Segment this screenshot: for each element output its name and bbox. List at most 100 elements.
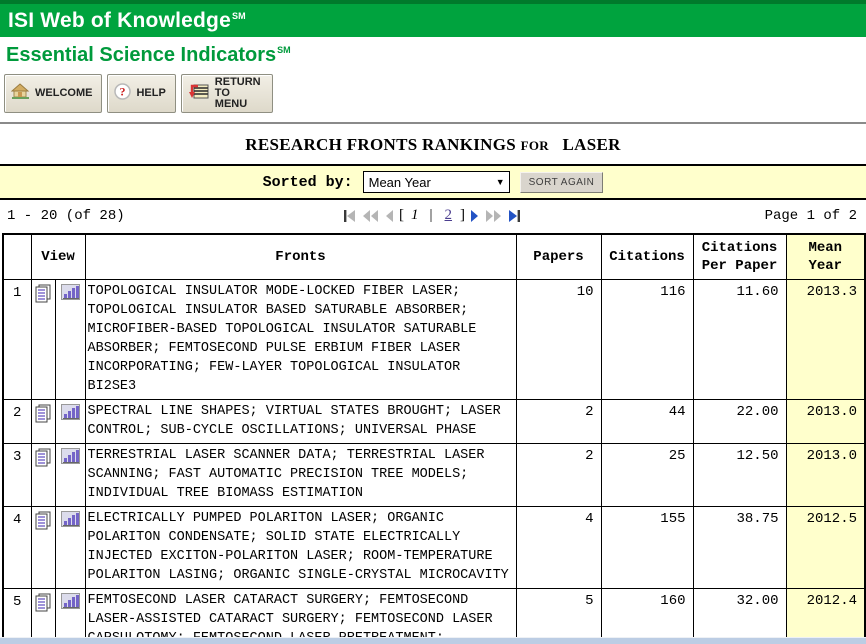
header-divider <box>0 122 866 124</box>
welcome-button[interactable]: WELCOME <box>4 74 103 113</box>
view-papers-link[interactable] <box>30 398 56 444</box>
header-toolbar: WELCOME ? HELP RETURN TO MENU <box>0 67 866 122</box>
page-2-link[interactable]: 2 <box>444 207 453 223</box>
page-title: RESEARCH FRONTS RANKINGS FOR LASER <box>245 135 621 154</box>
view-papers-link[interactable] <box>30 278 56 400</box>
fronts-cell: TOPOLOGICAL INSULATOR MODE-LOCKED FIBER … <box>84 278 517 400</box>
rank-cell: 5 <box>2 587 32 644</box>
svg-text:?: ? <box>120 84 126 98</box>
welcome-button-label: WELCOME <box>35 87 93 99</box>
papers-cell: 10 <box>515 278 602 400</box>
service-mark: SM <box>277 45 291 56</box>
product-title: Essential Science IndicatorsSM <box>6 44 291 66</box>
rank-cell: 3 <box>2 442 32 507</box>
page-list-bracket-close: ] <box>460 207 466 223</box>
document-list-icon <box>35 284 51 308</box>
home-icon <box>10 83 30 104</box>
citations-per-paper-cell: 11.60 <box>692 278 787 400</box>
document-list-icon <box>35 511 51 535</box>
document-list-icon <box>35 448 51 472</box>
bar-chart-icon <box>60 510 80 532</box>
sort-bar: Sorted by: Mean Year ▼ SORT AGAIN <box>0 164 866 200</box>
view-chart-link[interactable] <box>54 398 86 444</box>
papers-cell: 2 <box>515 442 602 507</box>
page-list-bracket-open: [ <box>399 207 404 223</box>
table-row: 1 TOPOLOGICAL INSULATOR MODE-LOCKED FIBE… <box>2 278 866 400</box>
sorted-by-label: Sorted by: <box>262 173 353 191</box>
document-list-icon <box>35 593 51 617</box>
citations-cell: 116 <box>600 278 694 400</box>
pager-controls: [ 1 | 2 ] <box>342 207 522 224</box>
fronts-cell: ELECTRICALLY PUMPED POLARITON LASER; ORG… <box>84 505 517 589</box>
rank-cell: 4 <box>2 505 32 589</box>
help-button[interactable]: ? HELP <box>107 74 176 113</box>
mean-year-cell: 2013.3 <box>785 278 866 400</box>
papers-cell: 2 <box>515 398 602 444</box>
sort-field-dropdown[interactable]: Mean Year ▼ <box>362 171 510 193</box>
brand-title: ISI Web of KnowledgeSM <box>8 8 246 32</box>
table-row: 2 SPECTRAL LINE SHAPES; VIRTUAL STATES B… <box>2 398 866 444</box>
citations-cell: 155 <box>600 505 694 589</box>
fast-forward-icon[interactable] <box>485 209 502 223</box>
citations-per-paper-cell: 32.00 <box>692 587 787 644</box>
view-chart-link[interactable] <box>54 278 86 400</box>
next-page-icon[interactable] <box>470 209 480 223</box>
mean-year-cell: 2013.0 <box>785 398 866 444</box>
first-page-icon[interactable] <box>342 209 357 223</box>
bar-chart-icon <box>60 592 80 614</box>
page-info-text: Page 1 of 2 <box>764 207 858 224</box>
current-page-number: 1 <box>411 207 419 223</box>
pagination-bar: 1 - 20 (of 28) [ 1 | 2 ] Page 1 of 2 <box>0 200 866 231</box>
fronts-cell: SPECTRAL LINE SHAPES; VIRTUAL STATES BRO… <box>84 398 517 444</box>
view-papers-link[interactable] <box>30 505 56 589</box>
page-title-search-term: LASER <box>562 135 621 154</box>
brand-banner: ISI Web of KnowledgeSM <box>0 4 866 37</box>
return-to-menu-button[interactable]: RETURN TO MENU <box>180 74 273 113</box>
citations-per-paper-cell: 22.00 <box>692 398 787 444</box>
document-list-icon <box>35 404 51 428</box>
papers-column-header: Papers <box>515 233 602 280</box>
rank-column-header <box>2 233 32 280</box>
table-header-row: View Fronts Papers Citations Citations Pe… <box>2 233 866 280</box>
view-column-header: View <box>30 233 86 280</box>
table-row: 5 FEMTOSECOND LASER CATARACT SURGERY; FE… <box>2 587 866 644</box>
citations-column-header: Citations <box>600 233 694 280</box>
menu-list-icon <box>188 82 210 105</box>
citations-per-paper-column-header: Citations Per Paper <box>692 233 787 280</box>
page-list-separator: | <box>429 207 433 223</box>
mean-year-cell: 2013.0 <box>785 442 866 507</box>
last-page-icon[interactable] <box>507 209 522 223</box>
view-papers-link[interactable] <box>30 587 56 644</box>
view-chart-link[interactable] <box>54 587 86 644</box>
mean-year-column-header: Mean Year <box>785 233 866 280</box>
return-to-menu-button-label: RETURN TO MENU <box>214 76 261 110</box>
service-mark: SM <box>231 10 246 21</box>
sort-again-button[interactable]: SORT AGAIN <box>519 171 604 193</box>
results-range-text: 1 - 20 (of 28) <box>7 207 125 224</box>
fronts-cell: FEMTOSECOND LASER CATARACT SURGERY; FEMT… <box>84 587 517 644</box>
citations-cell: 44 <box>600 398 694 444</box>
fast-previous-icon[interactable] <box>362 209 379 223</box>
mean-year-cell: 2012.5 <box>785 505 866 589</box>
previous-page-icon[interactable] <box>384 209 394 223</box>
papers-cell: 5 <box>515 587 602 644</box>
rank-cell: 1 <box>2 278 32 400</box>
citations-per-paper-cell: 38.75 <box>692 505 787 589</box>
view-chart-link[interactable] <box>54 505 86 589</box>
bar-chart-icon <box>60 283 80 305</box>
top-accent-strip <box>0 0 866 4</box>
fronts-cell: TERRESTRIAL LASER SCANNER DATA; TERRESTR… <box>84 442 517 507</box>
fronts-column-header: Fronts <box>84 233 517 280</box>
view-papers-link[interactable] <box>30 442 56 507</box>
chevron-down-icon: ▼ <box>495 177 505 187</box>
bar-chart-icon <box>60 403 80 425</box>
mean-year-cell: 2012.4 <box>785 587 866 644</box>
bar-chart-icon <box>60 447 80 469</box>
research-fronts-table: View Fronts Papers Citations Citations Pe… <box>2 233 866 644</box>
view-chart-link[interactable] <box>54 442 86 507</box>
question-mark-icon: ? <box>114 82 132 105</box>
sort-field-selected-value: Mean Year <box>368 174 431 190</box>
citations-cell: 25 <box>600 442 694 507</box>
window-bottom-strip <box>0 637 866 644</box>
papers-cell: 4 <box>515 505 602 589</box>
